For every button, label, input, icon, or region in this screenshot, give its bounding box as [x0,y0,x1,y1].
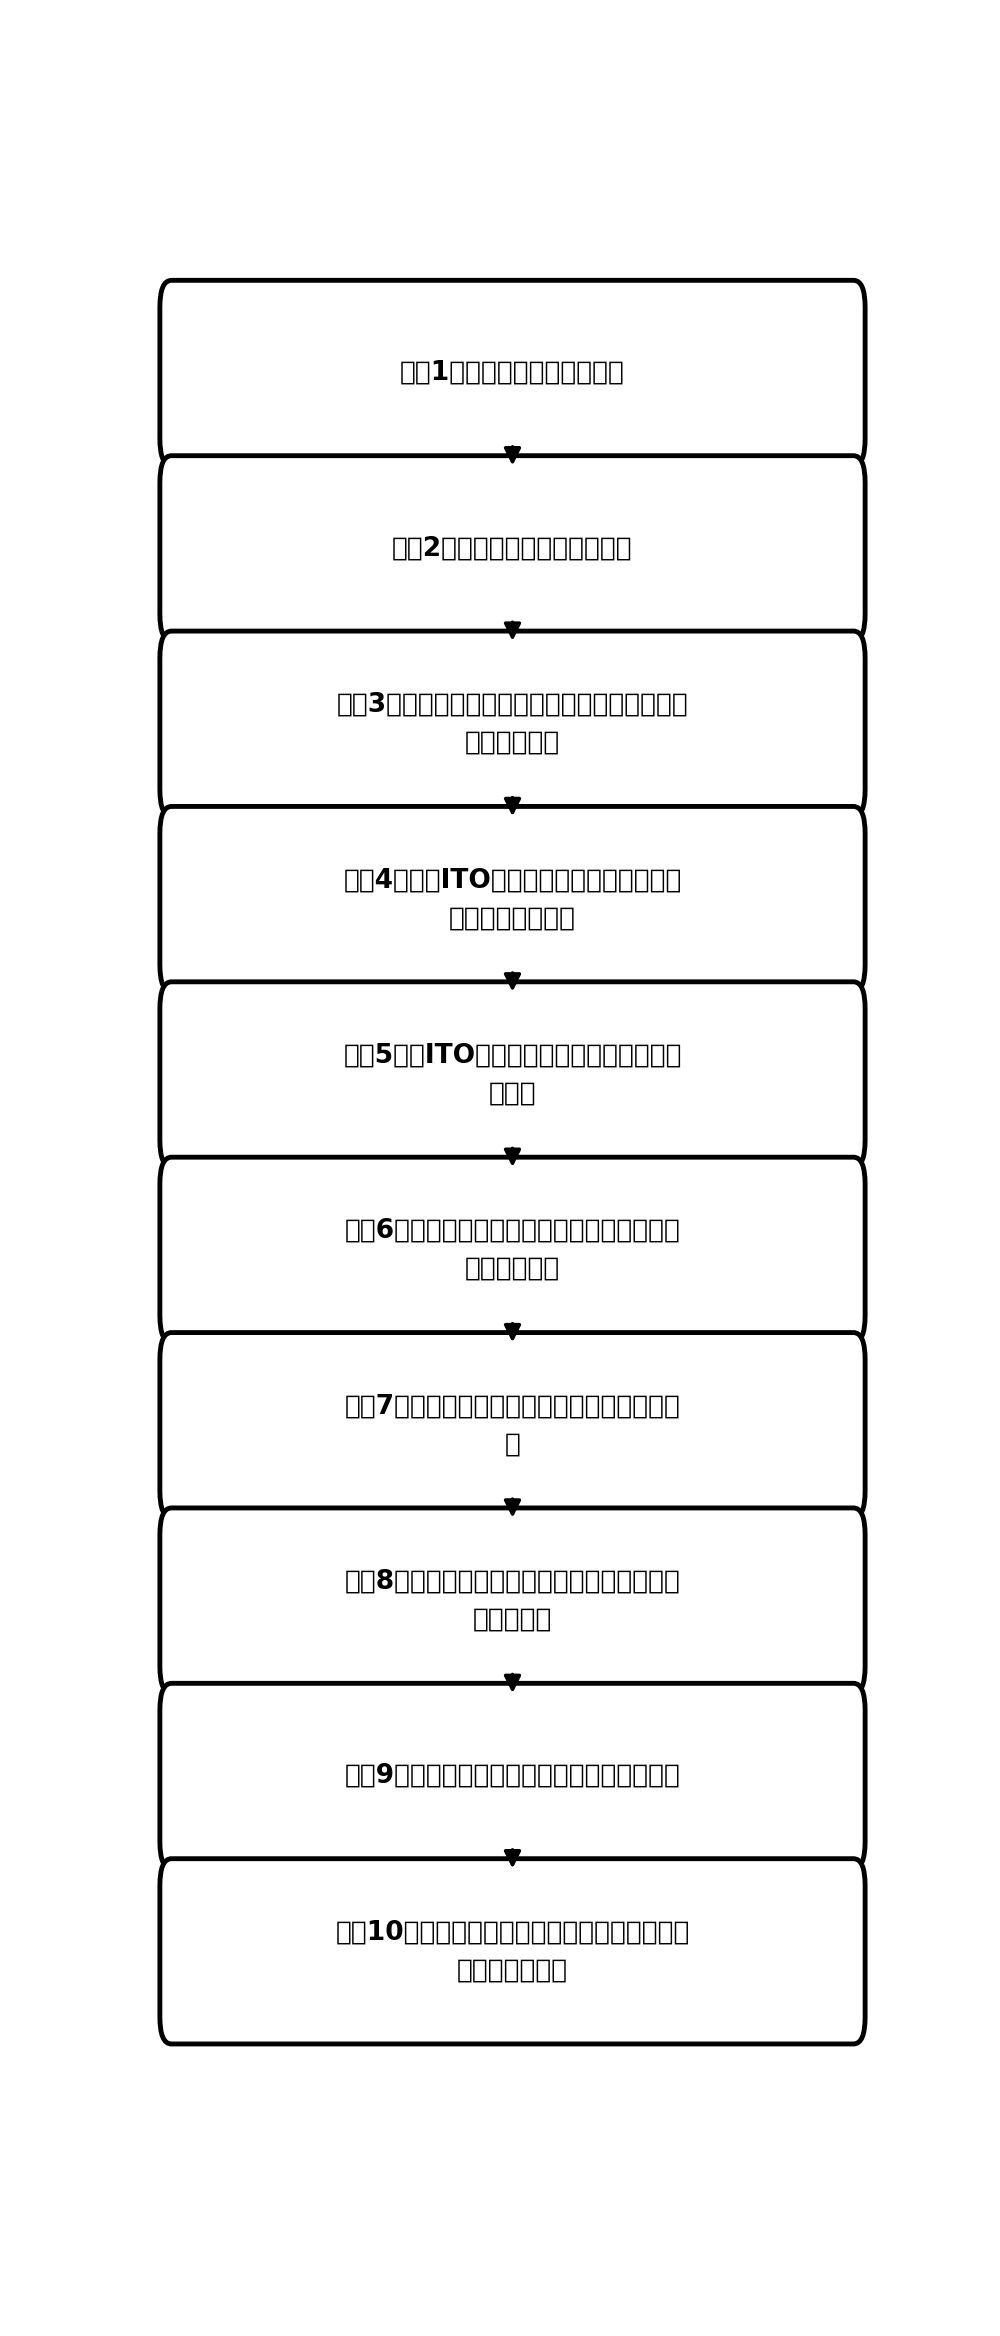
Text: 步骤10：在上绝缘介质层生长一高折射率氧化硅
层，刻蚀成脊型: 步骤10：在上绝缘介质层生长一高折射率氧化硅 层，刻蚀成脊型 [335,1920,690,1983]
FancyBboxPatch shape [160,1332,865,1518]
FancyBboxPatch shape [160,280,865,465]
FancyBboxPatch shape [160,1156,865,1343]
Text: 步骤2：在下包层上生长波导芯层: 步骤2：在下包层上生长波导芯层 [392,535,633,561]
Text: 步骤8：在单层石墨烯薄膜上，窗口的另一侧生
长金属电极: 步骤8：在单层石墨烯薄膜上，窗口的另一侧生 长金属电极 [345,1567,680,1633]
Text: 步骤9：在单层石墨烯薄膜上生长上绝缘介质层: 步骤9：在单层石墨烯薄膜上生长上绝缘介质层 [345,1764,680,1789]
Text: 步骤3：光刻并刻蚀，去胶波导芯层两侧的部分，
形成脊型结构: 步骤3：光刻并刻蚀，去胶波导芯层两侧的部分， 形成脊型结构 [337,691,688,757]
FancyBboxPatch shape [160,1684,865,1869]
Text: 步骤4：生长ITO透明电极层，覆盖波导芯层
和下包层的上表面: 步骤4：生长ITO透明电极层，覆盖波导芯层 和下包层的上表面 [343,867,682,932]
FancyBboxPatch shape [160,1859,865,2044]
Text: 步骤5：在ITO下电极的表面，生长一下绝缘
介质层: 步骤5：在ITO下电极的表面，生长一下绝缘 介质层 [343,1042,682,1107]
FancyBboxPatch shape [160,1509,865,1694]
FancyBboxPatch shape [160,631,865,815]
FancyBboxPatch shape [160,456,865,640]
Text: 步骤1：在硅衬底上生长下包层: 步骤1：在硅衬底上生长下包层 [400,360,625,385]
Text: 步骤6：光刻并刻蚀脊型结构一侧的下绝缘介质
层，形成窗口: 步骤6：光刻并刻蚀脊型结构一侧的下绝缘介质 层，形成窗口 [345,1217,680,1282]
FancyBboxPatch shape [160,981,865,1168]
Text: 步骤7：在下绝缘介质层上，转移单层石墨烯薄
膜: 步骤7：在下绝缘介质层上，转移单层石墨烯薄 膜 [345,1392,680,1458]
FancyBboxPatch shape [160,806,865,993]
